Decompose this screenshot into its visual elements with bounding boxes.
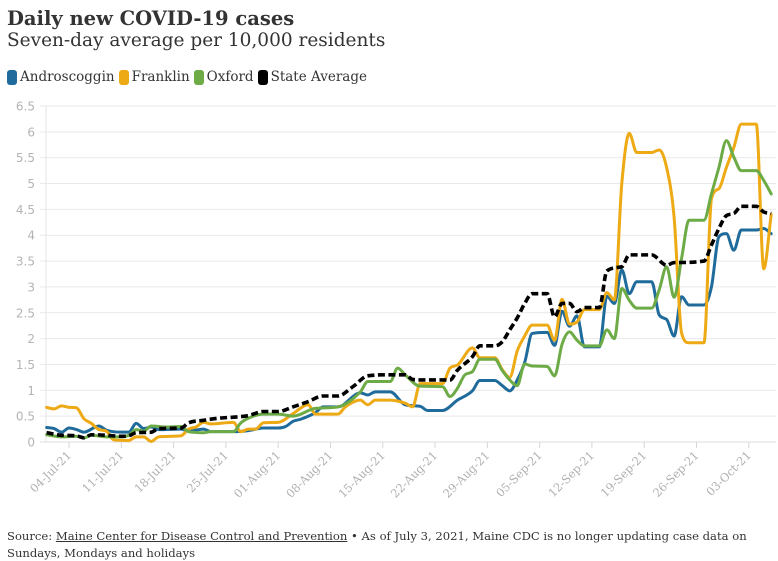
y-tick-label: 6.5 [16,100,35,114]
x-tick-label: 04-Jul-21 [27,448,74,495]
y-tick-label: 0 [27,436,35,450]
x-tick-label: 12-Sep-21 [545,448,597,500]
y-tick-label: 5 [27,177,35,191]
y-tick-label: 1.5 [16,358,35,372]
x-tick-label: 03-Oct-21 [703,448,754,499]
series-line-androscoggin [45,227,773,434]
y-tick-label: 4 [27,229,35,243]
x-tick-label: 08-Aug-21 [283,448,335,500]
x-tick-label: 18-Jul-21 [132,448,179,495]
series-lines [45,122,773,443]
legend-swatch-androscoggin [7,69,17,85]
chart-subtitle: Seven-day average per 10,000 residents [7,30,386,51]
x-tick-label: 19-Sep-21 [598,448,650,500]
y-tick-label: 6 [27,125,35,139]
x-tick-label: 15-Aug-21 [335,448,387,500]
y-tick-label: 2 [27,332,35,346]
y-tick-label: 3 [27,280,35,294]
legend-item-franklin[interactable]: Franklin [118,68,190,86]
legend-label-androscoggin: Androscoggin [20,69,115,85]
y-tick-label: 2.5 [16,306,35,320]
source-disclaimer: • As of July 3, 2021, Maine CDC is no lo… [7,529,747,560]
y-tick-label: 1 [27,384,35,398]
legend: Androscoggin Franklin Oxford State Avera… [7,68,371,86]
x-tick-label: 05-Sep-21 [493,448,545,500]
source-note: Source: Maine Center for Disease Control… [7,528,777,561]
series-line-oxford [45,139,773,440]
y-tick-label: 0.5 [16,410,35,424]
chart-title: Daily new COVID-19 cases [7,7,295,30]
gridlines [40,105,776,443]
legend-swatch-oxford [193,69,204,85]
y-tick-label: 5.5 [16,151,35,165]
source-label: Source: [7,529,53,543]
y-tick-label: 3.5 [16,255,35,269]
legend-label-state-average: State Average [270,69,367,85]
x-tick-label: 22-Aug-21 [388,448,440,500]
source-link[interactable]: Maine Center for Disease Control and Pre… [55,529,348,543]
x-tick-label: 25-Jul-21 [184,448,231,495]
legend-item-state-average[interactable]: State Average [257,68,367,86]
series-line-state-average [46,204,772,440]
x-tick-label: 01-Aug-21 [231,448,283,500]
legend-label-franklin: Franklin [131,69,190,85]
legend-item-oxford[interactable]: Oxford [193,68,254,86]
legend-swatch-franklin [118,69,129,85]
x-tick-label: 29-Aug-21 [440,448,492,500]
y-tick-label: 4.5 [16,203,35,217]
legend-swatch-state-average [257,69,268,85]
x-tick-label: 26-Sep-21 [650,448,702,500]
legend-item-androscoggin[interactable]: Androscoggin [7,68,115,86]
x-tick-label: 11-Jul-21 [79,448,126,495]
legend-label-oxford: Oxford [206,69,254,85]
